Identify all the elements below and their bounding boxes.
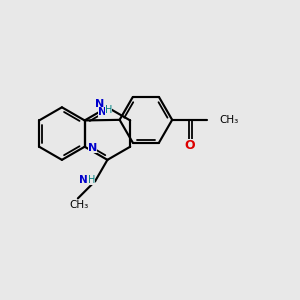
Text: N: N [88, 142, 97, 153]
Text: N: N [80, 175, 88, 185]
Text: H: H [88, 175, 95, 185]
Text: CH₃: CH₃ [219, 115, 238, 125]
Text: N: N [98, 107, 106, 117]
Text: CH₃: CH₃ [70, 200, 89, 210]
Text: O: O [185, 139, 195, 152]
Text: H: H [105, 105, 112, 115]
Text: N: N [95, 99, 105, 109]
